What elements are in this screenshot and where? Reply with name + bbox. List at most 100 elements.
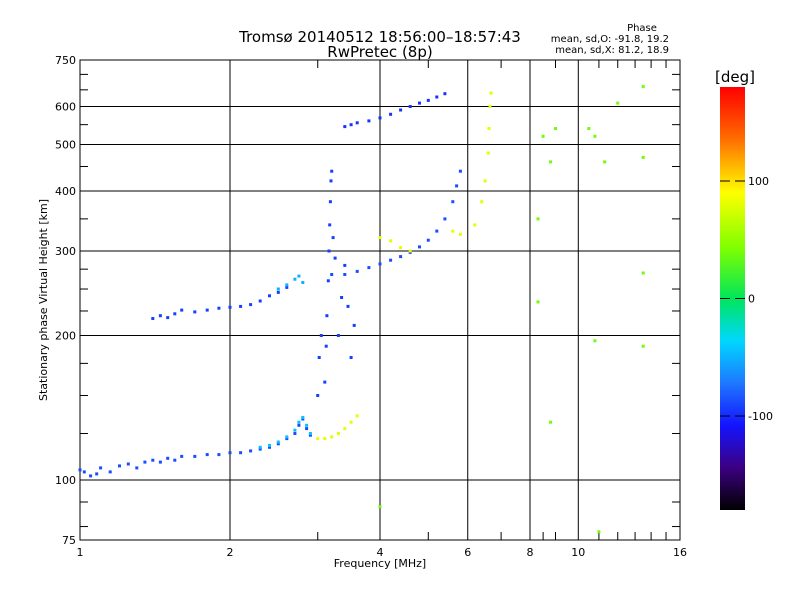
x-tick-label: 16	[673, 546, 687, 559]
data-point	[126, 462, 130, 466]
data-point	[641, 85, 645, 89]
data-point	[258, 447, 262, 451]
data-point	[173, 458, 177, 462]
data-point	[99, 466, 103, 470]
x-tick-label: 10	[571, 546, 585, 559]
data-point	[597, 530, 601, 534]
data-point	[285, 283, 289, 287]
data-point	[327, 249, 331, 253]
data-point	[336, 334, 340, 337]
data-point	[330, 435, 334, 439]
data-point	[151, 458, 155, 462]
data-point	[536, 300, 540, 304]
series-group	[78, 417, 312, 478]
colorbar-tick-label: 100	[748, 175, 769, 188]
data-point	[95, 472, 99, 476]
y-tick-label: 75	[62, 534, 76, 547]
data-point	[297, 420, 301, 424]
data-point	[399, 255, 403, 259]
data-point	[301, 281, 305, 284]
colorbar-label: [deg]	[715, 68, 755, 86]
y-tick-label: 750	[55, 54, 76, 67]
x-tick-label: 6	[464, 546, 471, 559]
data-point	[418, 245, 421, 249]
data-point	[331, 236, 335, 240]
chart-title: Tromsø 20140512 18:56:00–18:57:43	[238, 28, 521, 46]
series-group	[151, 285, 289, 320]
data-point	[173, 312, 177, 316]
y-tick-label: 300	[55, 245, 76, 258]
data-point	[549, 160, 553, 164]
data-point	[297, 274, 301, 278]
data-point	[276, 440, 280, 444]
data-point	[305, 427, 309, 431]
series-group	[343, 92, 447, 129]
data-point	[330, 273, 334, 276]
data-point	[158, 314, 162, 318]
data-point	[158, 460, 162, 464]
data-point	[343, 273, 347, 276]
data-point	[217, 306, 221, 310]
data-point	[458, 169, 462, 173]
data-point	[616, 101, 620, 105]
data-point	[455, 184, 459, 188]
data-point	[180, 308, 184, 312]
data-point	[78, 468, 82, 472]
data-point	[343, 427, 347, 431]
data-point	[258, 299, 262, 303]
grid-lines	[80, 60, 680, 540]
data-point	[426, 238, 430, 242]
data-point	[443, 92, 447, 96]
y-axis-label: Stationary phase Virtual Height [km]	[37, 199, 50, 401]
data-point	[473, 223, 477, 227]
data-point	[180, 454, 184, 458]
data-point	[166, 456, 170, 460]
data-point	[554, 127, 557, 130]
data-point	[333, 256, 337, 260]
data-point	[293, 432, 297, 435]
data-point	[593, 339, 597, 343]
data-point	[285, 285, 289, 289]
data-point	[268, 294, 271, 298]
data-point	[89, 474, 93, 478]
x-tick-label: 8	[527, 546, 534, 559]
data-point	[323, 380, 327, 384]
data-point	[641, 344, 645, 348]
data-point	[641, 155, 645, 159]
data-point	[408, 249, 412, 253]
colorbar-ticks: 100 0 -100	[720, 175, 773, 423]
data-point	[435, 95, 439, 99]
data-point	[316, 394, 320, 397]
series-group	[316, 91, 493, 441]
data-point	[324, 344, 328, 348]
data-point	[319, 334, 323, 337]
data-point	[343, 263, 347, 267]
data-point	[268, 444, 271, 447]
data-point	[325, 314, 329, 318]
data-point	[488, 105, 492, 108]
data-point	[399, 246, 403, 250]
data-point	[329, 179, 333, 183]
data-point	[541, 134, 545, 138]
data-point	[536, 217, 540, 221]
data-point	[330, 169, 334, 173]
data-point	[549, 420, 553, 424]
y-tick-label: 600	[55, 101, 76, 114]
data-point	[389, 112, 393, 116]
data-point	[228, 451, 232, 455]
data-point	[239, 451, 243, 455]
colorbar-tick-label: -100	[748, 410, 773, 423]
data-point	[249, 449, 253, 453]
data-point	[593, 134, 597, 138]
data-point	[349, 123, 353, 127]
data-point	[487, 127, 491, 130]
data-point	[193, 454, 197, 458]
data-point	[408, 105, 412, 108]
data-point	[239, 304, 243, 308]
y-tick-label: 200	[55, 330, 76, 343]
data-point	[328, 200, 332, 204]
data-point	[217, 453, 221, 457]
data-point	[143, 460, 147, 464]
data-point	[352, 323, 356, 327]
